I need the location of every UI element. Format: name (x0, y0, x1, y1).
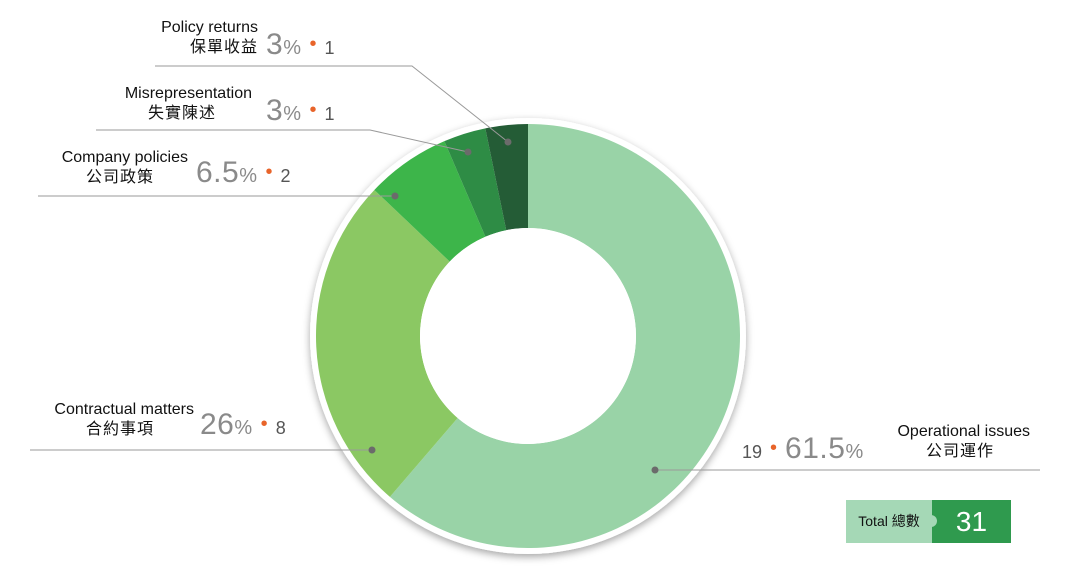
slice-percent: 6.5% (196, 156, 258, 189)
slice-operational-issues (389, 124, 740, 548)
slice-percent: 61.5% (785, 432, 864, 465)
leader-dot (504, 138, 512, 146)
separator-dot: • (265, 161, 273, 183)
label-company-policies: Company policies 公司政策 (30, 148, 188, 188)
slice-contractual-matters (316, 189, 458, 497)
slice-policy-returns (485, 124, 528, 231)
slice-label-en: Misrepresentation (124, 85, 252, 102)
slice-label-en: Policy returns (161, 19, 258, 36)
label-operational-issues: Operational issues 公司運作 (870, 422, 1030, 462)
slice-label-en: Company policies (61, 149, 188, 166)
separator-dot: • (260, 413, 268, 435)
leader-dot (464, 148, 472, 156)
total-value: 31 (955, 506, 988, 537)
total-badge: Total 總數 31 (846, 500, 1011, 543)
value-company-policies: 6.5% • 2 (196, 156, 291, 190)
slice-count: 19 (742, 442, 763, 462)
slice-count: 1 (324, 38, 335, 58)
slice-label-zh: 公司政策 (85, 169, 154, 186)
slice-count: 1 (324, 104, 335, 124)
leader-dot (368, 446, 376, 454)
slice-label-zh: 公司運作 (925, 443, 994, 460)
total-connector-dot (925, 515, 937, 527)
slice-label-zh: 失實陳述 (147, 105, 216, 122)
slice-misrepresentation (444, 128, 507, 237)
slice-company-policies (374, 141, 486, 262)
leader-line (155, 65, 509, 143)
slice-label-en: Operational issues (897, 423, 1030, 440)
leader-line (96, 129, 469, 153)
label-policy-returns: Policy returns 保單收益 (140, 18, 258, 58)
leader-dot (651, 466, 659, 474)
leader-dot (391, 192, 399, 200)
separator-dot: • (770, 437, 778, 459)
slice-label-zh: 保單收益 (189, 39, 258, 56)
slice-label-en: Contractual matters (54, 401, 194, 418)
value-policy-returns: 3% • 1 (266, 28, 335, 62)
total-value-box: 31 (925, 500, 1011, 543)
label-misrepresentation: Misrepresentation 失實陳述 (90, 84, 252, 124)
slice-percent: 26% (200, 408, 253, 441)
value-contractual-matters: 26% • 8 (200, 408, 286, 442)
slice-count: 8 (275, 418, 286, 438)
separator-dot: • (309, 99, 317, 121)
separator-dot: • (309, 33, 317, 55)
slice-percent: 3% (266, 94, 302, 127)
slice-percent: 3% (266, 28, 302, 61)
label-contractual-matters: Contractual matters 合約事項 (26, 400, 194, 440)
slice-label-zh: 合約事項 (85, 421, 154, 438)
total-label: Total 總數 (846, 500, 932, 543)
value-misrepresentation: 3% • 1 (266, 94, 335, 128)
value-operational-issues: 19 • 61.5% (742, 432, 864, 466)
slice-count: 2 (280, 166, 291, 186)
donut-hole (420, 228, 636, 444)
